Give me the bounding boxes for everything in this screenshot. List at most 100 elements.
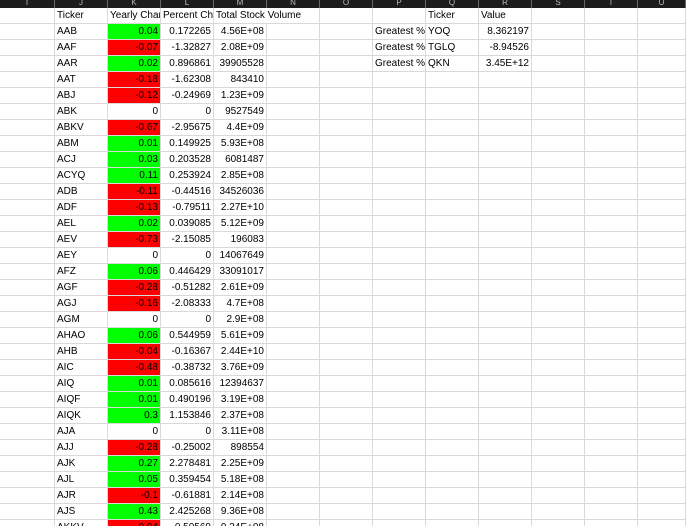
blank-cell[interactable] [532, 424, 585, 440]
blank-cell[interactable] [638, 56, 686, 72]
blank-cell[interactable] [585, 392, 638, 408]
blank-cell[interactable] [638, 200, 686, 216]
blank-cell[interactable] [373, 232, 426, 248]
blank-cell[interactable] [479, 296, 532, 312]
yearly-change-cell[interactable]: -0.1 [108, 488, 161, 504]
ticker-cell[interactable]: AKKV [55, 520, 108, 526]
blank-cell[interactable] [532, 344, 585, 360]
blank-cell[interactable] [320, 56, 373, 72]
blank-cell[interactable] [0, 216, 55, 232]
blank-cell[interactable] [320, 152, 373, 168]
blank-cell[interactable] [320, 504, 373, 520]
blank-cell[interactable] [267, 280, 320, 296]
blank-cell[interactable] [320, 88, 373, 104]
blank-cell[interactable] [320, 328, 373, 344]
blank-cell[interactable] [267, 8, 320, 24]
blank-cell[interactable] [426, 328, 479, 344]
blank-cell[interactable] [638, 152, 686, 168]
blank-cell[interactable] [267, 248, 320, 264]
blank-cell[interactable] [267, 200, 320, 216]
blank-cell[interactable] [585, 488, 638, 504]
ticker-cell[interactable]: AGF [55, 280, 108, 296]
blank-cell[interactable] [0, 88, 55, 104]
blank-cell[interactable] [373, 504, 426, 520]
blank-cell[interactable] [267, 40, 320, 56]
yearly-change-header[interactable]: Yearly Char [108, 8, 161, 24]
blank-cell[interactable] [373, 520, 426, 526]
blank-cell[interactable] [638, 376, 686, 392]
blank-cell[interactable] [373, 72, 426, 88]
blank-cell[interactable] [426, 120, 479, 136]
blank-cell[interactable] [532, 8, 585, 24]
blank-cell[interactable] [373, 88, 426, 104]
blank-cell[interactable] [320, 360, 373, 376]
blank-cell[interactable] [320, 168, 373, 184]
blank-cell[interactable] [0, 296, 55, 312]
total-volume-cell[interactable]: 2.61E+09 [214, 280, 267, 296]
blank-cell[interactable] [426, 152, 479, 168]
yearly-change-cell[interactable]: -0.28 [108, 440, 161, 456]
total-volume-cell[interactable]: 14067649 [214, 248, 267, 264]
ticker-cell[interactable]: AAT [55, 72, 108, 88]
percent-change-cell[interactable]: -2.95675 [161, 120, 214, 136]
summary-ticker-cell[interactable]: YOQ [426, 24, 479, 40]
blank-cell[interactable] [638, 328, 686, 344]
blank-cell[interactable] [585, 152, 638, 168]
column-header[interactable]: L [161, 0, 214, 8]
blank-cell[interactable] [532, 392, 585, 408]
percent-change-cell[interactable]: 0.896861 [161, 56, 214, 72]
blank-cell[interactable] [320, 104, 373, 120]
blank-cell[interactable] [532, 200, 585, 216]
percent-change-cell[interactable]: -0.16367 [161, 344, 214, 360]
blank-cell[interactable] [0, 168, 55, 184]
blank-cell[interactable] [585, 184, 638, 200]
blank-cell[interactable] [320, 232, 373, 248]
blank-cell[interactable] [532, 280, 585, 296]
blank-cell[interactable] [532, 24, 585, 40]
blank-cell[interactable] [426, 104, 479, 120]
blank-cell[interactable] [267, 520, 320, 526]
blank-cell[interactable] [585, 312, 638, 328]
blank-cell[interactable] [373, 456, 426, 472]
summary-label-cell[interactable]: Greatest % [373, 24, 426, 40]
blank-cell[interactable] [320, 200, 373, 216]
blank-cell[interactable] [0, 312, 55, 328]
blank-cell[interactable] [532, 120, 585, 136]
blank-cell[interactable] [0, 472, 55, 488]
blank-cell[interactable] [585, 248, 638, 264]
blank-cell[interactable] [0, 344, 55, 360]
blank-cell[interactable] [373, 8, 426, 24]
yearly-change-cell[interactable]: -0.28 [108, 280, 161, 296]
percent-change-cell[interactable]: 2.278481 [161, 456, 214, 472]
blank-cell[interactable] [479, 248, 532, 264]
total-volume-cell[interactable]: 2.27E+10 [214, 200, 267, 216]
percent-change-cell[interactable]: -0.50569 [161, 520, 214, 526]
total-volume-header[interactable]: Total Stock Volume [214, 8, 301, 24]
percent-change-header[interactable]: Percent Ch [161, 8, 214, 24]
cell-grid[interactable]: Ticker Yearly Char Percent Ch Total Stoc… [0, 8, 686, 526]
blank-cell[interactable] [0, 104, 55, 120]
blank-cell[interactable] [479, 376, 532, 392]
blank-cell[interactable] [0, 280, 55, 296]
blank-cell[interactable] [267, 472, 320, 488]
blank-cell[interactable] [373, 472, 426, 488]
blank-cell[interactable] [585, 200, 638, 216]
percent-change-cell[interactable]: 0.446429 [161, 264, 214, 280]
summary-ticker-cell[interactable]: QKN [426, 56, 479, 72]
ticker-cell[interactable]: AAR [55, 56, 108, 72]
percent-change-cell[interactable]: 0.253924 [161, 168, 214, 184]
blank-cell[interactable] [320, 408, 373, 424]
yearly-change-cell[interactable]: 0.02 [108, 56, 161, 72]
blank-cell[interactable] [638, 24, 686, 40]
yearly-change-cell[interactable]: -0.04 [108, 344, 161, 360]
blank-cell[interactable] [585, 56, 638, 72]
blank-cell[interactable] [320, 136, 373, 152]
blank-cell[interactable] [0, 520, 55, 526]
blank-cell[interactable] [638, 40, 686, 56]
blank-cell[interactable] [585, 136, 638, 152]
yearly-change-cell[interactable]: 0.06 [108, 328, 161, 344]
blank-cell[interactable] [479, 120, 532, 136]
blank-cell[interactable] [532, 328, 585, 344]
blank-cell[interactable] [479, 408, 532, 424]
ticker-cell[interactable]: ABKV [55, 120, 108, 136]
